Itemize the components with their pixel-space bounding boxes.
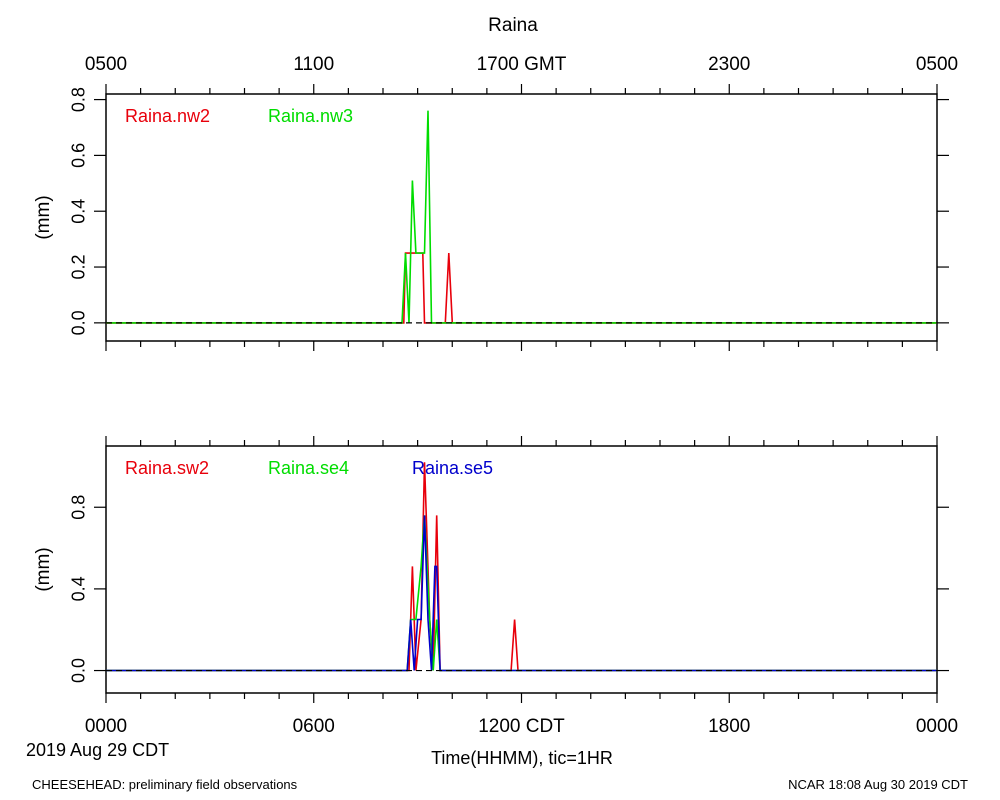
y-tick-label: 0.4 bbox=[69, 199, 89, 224]
series-line-Raina-sw2 bbox=[106, 462, 937, 672]
x-axis-label: Time(HHMM), tic=1HR bbox=[431, 748, 613, 768]
y-tick-label: 0.4 bbox=[69, 576, 89, 601]
y-tick-label: 0.0 bbox=[69, 310, 89, 335]
plot-frame bbox=[105, 445, 938, 694]
bottom-axis-tick-label: 0000 bbox=[916, 716, 958, 737]
y-tick-label: 0.8 bbox=[69, 495, 89, 520]
bottom-axis-tick-label: 1800 bbox=[708, 716, 750, 737]
series-line-Raina-nw3 bbox=[106, 110, 937, 324]
legend-entry: Raina.nw2 bbox=[125, 106, 210, 126]
legend-entry: Raina.se4 bbox=[268, 458, 349, 478]
footer-left: CHEESEHEAD: preliminary field observatio… bbox=[32, 777, 298, 792]
plot-frame bbox=[105, 93, 938, 342]
date-label: 2019 Aug 29 CDT bbox=[26, 740, 169, 760]
y-axis-label: (mm) bbox=[33, 547, 54, 591]
bottom-axis-tick-label: 1200 CDT bbox=[478, 716, 565, 737]
top-axis-tick-label: 2300 bbox=[708, 54, 750, 75]
top-axis-tick-label: 0500 bbox=[85, 54, 127, 75]
legend-entry: Raina.nw3 bbox=[268, 106, 353, 126]
series-line-Raina-se5 bbox=[106, 515, 937, 672]
chart-title: Raina bbox=[488, 15, 538, 36]
top-axis-tick-label: 1700 GMT bbox=[477, 54, 567, 75]
legend-entry: Raina.se5 bbox=[412, 458, 493, 478]
y-tick-label: 0.2 bbox=[69, 255, 89, 280]
y-tick-label: 0.6 bbox=[69, 143, 89, 168]
top-axis-tick-label: 1100 bbox=[293, 54, 334, 75]
series-line-Raina-nw2 bbox=[106, 252, 937, 324]
bottom-axis-tick-label: 0000 bbox=[85, 716, 127, 737]
bottom-axis-tick-labels: 0000 0600 1200 CDT 1800 0000 bbox=[85, 716, 958, 737]
top-axis-tick-label: 0500 bbox=[916, 54, 958, 75]
legend-entry: Raina.sw2 bbox=[125, 458, 209, 478]
footer-right: NCAR 18:08 Aug 30 2019 CDT bbox=[788, 777, 968, 792]
y-axis-label: (mm) bbox=[33, 195, 54, 239]
y-tick-label: 0.8 bbox=[69, 87, 89, 112]
upper-panel: 0.0 0.2 0.4 0.6 0.8 (mm) Raina.nw2 Raina.nw3 bbox=[33, 84, 949, 351]
bottom-axis-tick-label: 0600 bbox=[293, 716, 335, 737]
y-tick-label: 0.0 bbox=[69, 658, 89, 683]
lower-panel: 0.0 0.4 0.8 (mm) Raina.sw2 Raina.se4 Raina.se5 bbox=[33, 436, 949, 703]
series-line-Raina-se4 bbox=[106, 515, 937, 672]
top-axis-tick-labels: 0500 1100 1700 GMT 2300 0500 bbox=[85, 54, 958, 75]
